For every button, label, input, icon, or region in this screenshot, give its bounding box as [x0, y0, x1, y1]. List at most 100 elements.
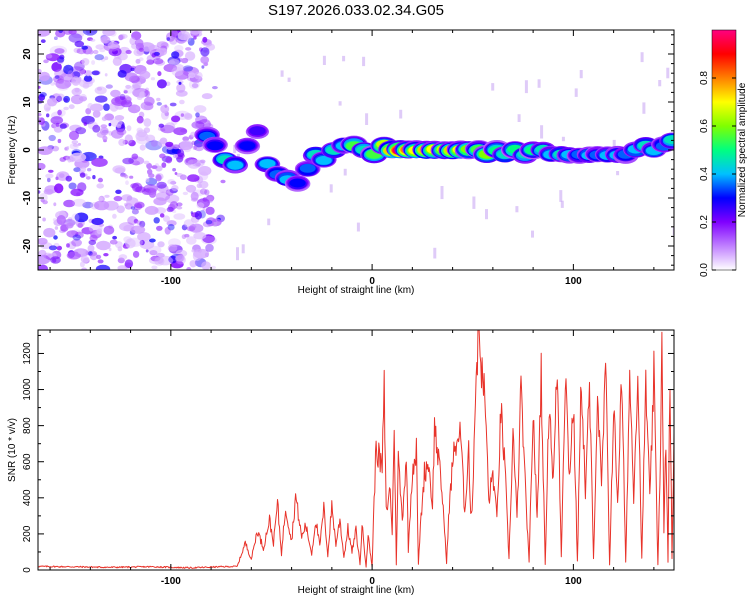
noise-blob [150, 255, 161, 262]
noise-blob [101, 116, 108, 122]
noise-blob [132, 250, 140, 258]
noise-streak [356, 222, 360, 232]
noise-blob [38, 71, 50, 82]
noise-blob [74, 40, 85, 48]
noise-blob [80, 166, 87, 173]
noise-blob [97, 259, 104, 264]
noise-blob [115, 189, 122, 194]
noise-blob [191, 121, 205, 129]
noise-blob [82, 201, 94, 209]
noise-blob [176, 206, 183, 210]
noise-blob [132, 80, 142, 90]
noise-blob [118, 34, 124, 41]
noise-blob [168, 58, 180, 66]
noise-blob [91, 70, 100, 76]
noise-streak [365, 113, 369, 125]
noise-streak [241, 244, 245, 254]
noise-streak [433, 247, 437, 259]
noise-blob [123, 90, 128, 94]
noise-blob [153, 197, 167, 206]
noise-blob [68, 130, 80, 141]
noise-blob [99, 48, 106, 53]
noise-blob [38, 85, 41, 89]
noise-blob [201, 235, 217, 245]
noise-blob [50, 116, 64, 125]
noise-blob [161, 128, 166, 132]
noise-blob [38, 162, 46, 170]
noise-blob [65, 155, 72, 162]
noise-blob [131, 182, 143, 193]
noise-blob [77, 249, 84, 255]
noise-blob [129, 37, 136, 45]
noise-streak [233, 144, 237, 154]
noise-blob [53, 235, 58, 240]
noise-blob [56, 245, 62, 251]
noise-blob [68, 33, 83, 43]
noise-blob [136, 129, 147, 138]
noise-blobs [38, 30, 674, 270]
noise-blob [178, 81, 182, 85]
noise-blob [128, 100, 131, 104]
noise-blob [136, 135, 150, 145]
noise-blob [116, 205, 125, 214]
noise-blob [179, 99, 185, 105]
noise-blob [38, 112, 42, 117]
noise-blob [163, 63, 178, 73]
noise-blob [130, 67, 135, 72]
noise-blob [55, 176, 59, 181]
noise-blob [173, 127, 188, 136]
noise-blob [38, 254, 51, 265]
noise-streak [642, 102, 646, 114]
noise-blob [149, 238, 156, 243]
noise-streak [491, 83, 495, 91]
noise-streak [616, 171, 620, 176]
noise-blob [69, 143, 79, 150]
noise-streak [531, 230, 534, 238]
noise-blob [159, 153, 166, 159]
noise-blob [57, 138, 62, 144]
noise-streak [213, 222, 217, 227]
noise-blob [89, 252, 98, 261]
noise-blob [63, 199, 75, 208]
noise-blob [176, 202, 183, 207]
noise-blob [98, 196, 103, 202]
noise-blob [94, 54, 105, 61]
noise-blob [43, 227, 56, 238]
noise-blob [67, 158, 72, 163]
noise-blob [56, 93, 65, 102]
noise-streak [559, 190, 563, 202]
noise-blob [156, 79, 167, 89]
noise-blob [152, 58, 164, 65]
spectrogram-ylabel: Frequency (Hz) [7, 116, 18, 185]
noise-blob [80, 255, 90, 263]
noise-blob [186, 267, 192, 270]
noise-blob [54, 183, 64, 194]
noise-blob [111, 129, 124, 139]
noise-blob [173, 154, 178, 159]
noise-blob [91, 157, 108, 167]
noise-blob [202, 207, 206, 211]
noise-blob [201, 93, 213, 100]
colorbar: 0.0 0.2 0.4 0.6 0.8 Normalized spectral ampl… [699, 29, 748, 277]
noise-blob [165, 141, 174, 147]
noise-blob [38, 117, 41, 121]
y-tick-label: 0 [22, 147, 33, 153]
noise-blob [112, 235, 117, 240]
noise-blob [48, 134, 56, 142]
noise-blob [66, 251, 81, 260]
noise-blob [194, 210, 202, 220]
noise-blob [156, 225, 163, 231]
colorbar-label: Normalized spectral amplitude [737, 82, 748, 217]
y-tick-label: 200 [22, 525, 33, 542]
noise-blob [120, 172, 127, 178]
noise-blob [81, 45, 88, 50]
noise-blob [38, 190, 41, 194]
noise-blob [189, 260, 197, 268]
noise-blob [183, 219, 194, 228]
noise-blob [160, 104, 170, 114]
noise-blob [202, 36, 208, 43]
noise-blob [143, 160, 150, 165]
noise-blob [199, 159, 206, 164]
snr-ylabel: SNR (10 * v/v) [7, 418, 18, 482]
noise-blob [167, 179, 176, 185]
